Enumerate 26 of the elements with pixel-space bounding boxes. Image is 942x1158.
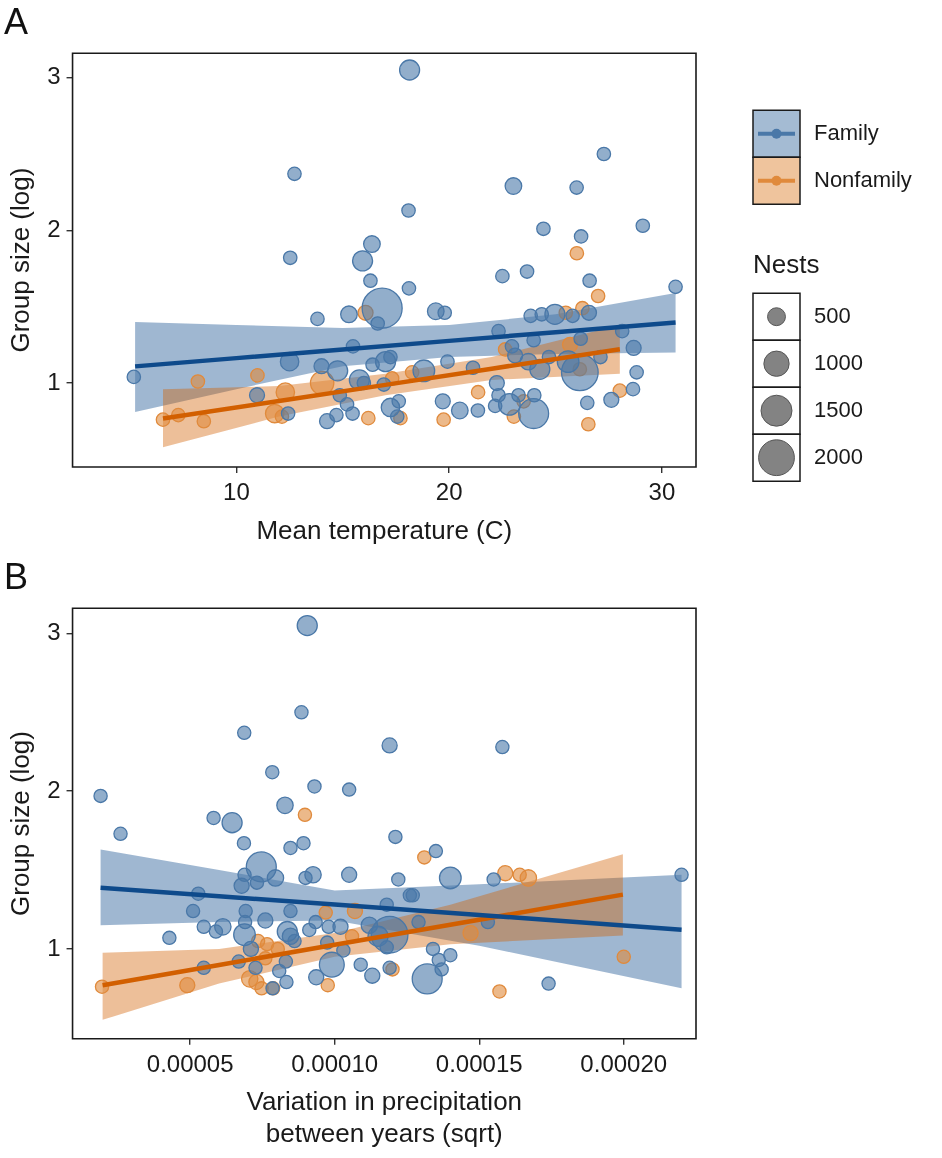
legend-label: 2000: [814, 443, 863, 469]
legend-label: 1000: [814, 349, 863, 375]
x-tick-label: 10: [223, 478, 250, 506]
y-tick-label: 1: [47, 933, 61, 961]
x-tick-label: 0.00015: [435, 1049, 523, 1077]
y-tick-label: 1: [47, 367, 61, 395]
chart-title: B: [4, 555, 29, 597]
legend-label: 500: [814, 302, 851, 328]
x-tick-label: 30: [648, 478, 676, 506]
chart-title: A: [4, 0, 29, 42]
y-tick-label: 3: [47, 62, 61, 90]
x-tick-label: 0.00020: [580, 1049, 668, 1077]
x-tick-label: 0.00010: [291, 1049, 379, 1077]
x-tick-label: 0.00005: [146, 1049, 234, 1077]
y-tick-label: 2: [47, 214, 61, 242]
y-tick-label: 2: [47, 775, 61, 803]
legend-label: 1500: [814, 396, 863, 422]
y-tick-label: 3: [47, 618, 61, 646]
legend-label: Nonfamily: [814, 166, 912, 192]
y-axis-title: Group size (log): [4, 731, 35, 916]
x-axis-title: Mean temperature (C): [256, 514, 513, 545]
legend-title: Nests: [753, 249, 820, 280]
y-axis-title: Group size (log): [4, 167, 35, 353]
legend-label: Family: [814, 119, 879, 145]
x-axis-title: Variation in precipitation between years (sqrt): [246, 1086, 523, 1148]
x-tick-label: 20: [435, 478, 463, 506]
